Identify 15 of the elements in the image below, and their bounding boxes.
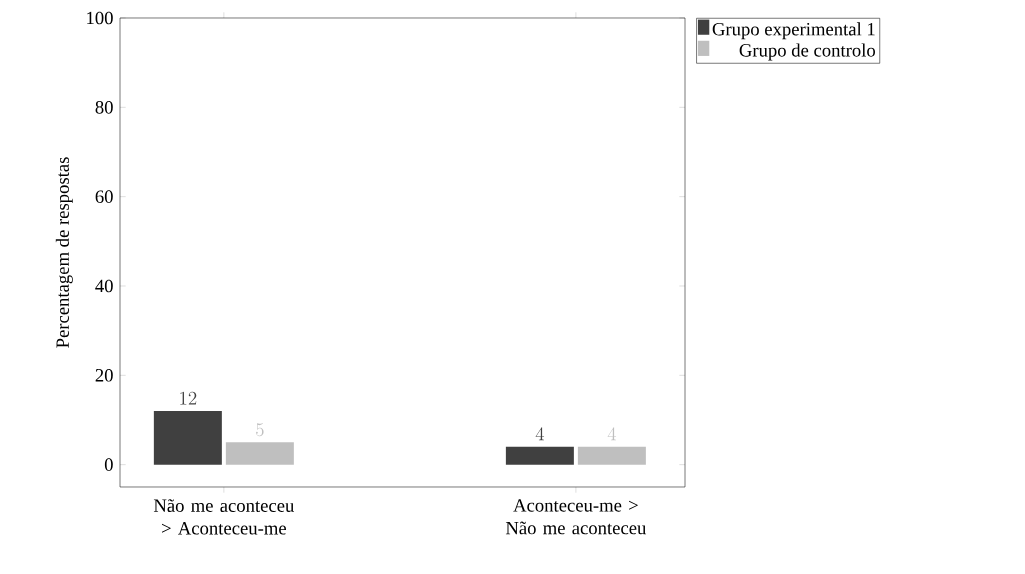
y-tick-label: 20	[95, 369, 113, 382]
x-tick-label: Não me aconteceu > Aconteceu-me	[153, 499, 295, 535]
legend-label: Grupo de controlo	[739, 43, 876, 61]
data-label: 5	[256, 423, 264, 437]
y-tick-label: 100	[87, 11, 113, 25]
data-label: 12	[180, 391, 197, 405]
legend-label: Grupo experimental 1	[712, 22, 875, 40]
data-label: 4	[535, 427, 545, 441]
data-label: 4	[607, 427, 617, 441]
y-tick-label: 80	[95, 101, 113, 114]
y-tick-label: 40	[95, 279, 113, 293]
x-tick-label: Aconteceu-me > Não me aconteceu	[505, 499, 647, 535]
y-tick-label: 60	[95, 190, 113, 203]
y-axis-title: Percentagem de respostas	[55, 157, 73, 348]
y-tick-label: 0	[104, 458, 113, 471]
